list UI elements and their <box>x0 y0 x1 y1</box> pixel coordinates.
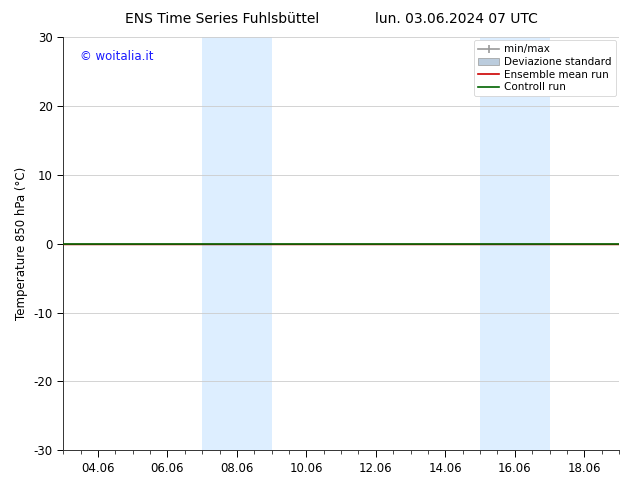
Text: ENS Time Series Fuhlsbüttel: ENS Time Series Fuhlsbüttel <box>125 12 319 26</box>
Text: lun. 03.06.2024 07 UTC: lun. 03.06.2024 07 UTC <box>375 12 538 26</box>
Bar <box>202 37 271 450</box>
Y-axis label: Temperature 850 hPa (°C): Temperature 850 hPa (°C) <box>15 167 28 320</box>
Bar <box>480 37 550 450</box>
Legend: min/max, Deviazione standard, Ensemble mean run, Controll run: min/max, Deviazione standard, Ensemble m… <box>474 40 616 97</box>
Text: © woitalia.it: © woitalia.it <box>80 49 153 63</box>
